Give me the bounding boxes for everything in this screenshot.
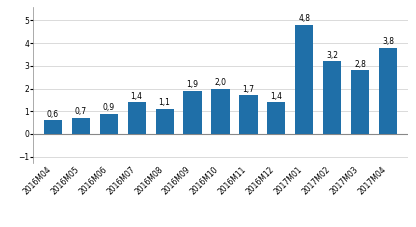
Text: 0,7: 0,7 <box>75 107 87 116</box>
Bar <box>100 114 118 134</box>
Text: 3,8: 3,8 <box>382 37 394 46</box>
Text: 1,4: 1,4 <box>270 91 282 101</box>
Bar <box>351 70 369 134</box>
Bar <box>156 109 174 134</box>
Text: 1,9: 1,9 <box>186 80 198 89</box>
Bar <box>323 61 341 134</box>
Bar <box>295 25 313 134</box>
Text: 3,2: 3,2 <box>326 51 338 60</box>
Text: 2,0: 2,0 <box>215 78 226 87</box>
Text: 0,6: 0,6 <box>47 110 59 119</box>
Bar <box>183 91 202 134</box>
Text: 4,8: 4,8 <box>298 14 310 23</box>
Bar <box>72 118 90 134</box>
Bar <box>239 95 258 134</box>
Bar <box>267 102 285 134</box>
Text: 1,1: 1,1 <box>158 98 171 107</box>
Text: 1,4: 1,4 <box>131 91 143 101</box>
Text: 0,9: 0,9 <box>103 103 115 112</box>
Text: 2,8: 2,8 <box>354 60 366 69</box>
Bar <box>44 120 62 134</box>
Text: 1,7: 1,7 <box>243 85 255 94</box>
Bar <box>128 102 146 134</box>
Bar <box>211 89 230 134</box>
Bar <box>379 48 397 134</box>
